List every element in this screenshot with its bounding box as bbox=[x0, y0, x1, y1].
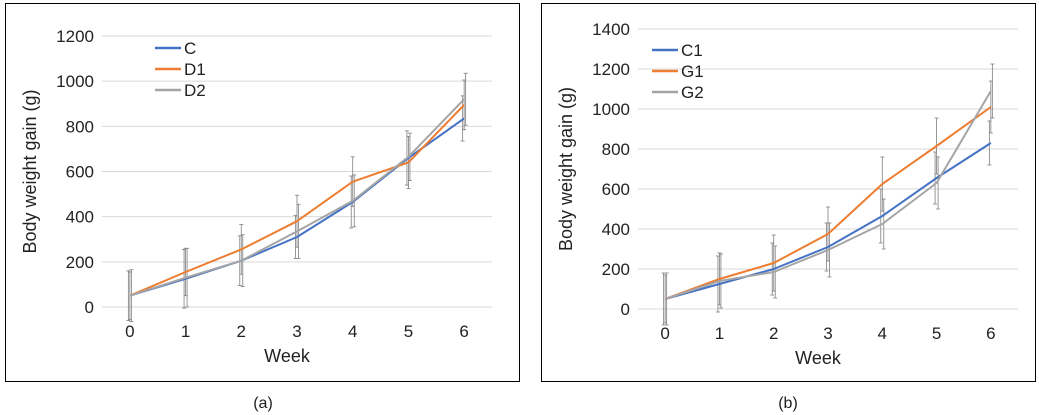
x-tick-label: 3 bbox=[292, 322, 301, 341]
x-tick-label: 1 bbox=[715, 324, 724, 343]
x-tick-label: 6 bbox=[459, 322, 468, 341]
legend-label: G2 bbox=[681, 83, 704, 102]
x-tick-label: 2 bbox=[237, 322, 246, 341]
series-line-g1 bbox=[664, 106, 992, 300]
x-axis-label: Week bbox=[795, 348, 842, 368]
chart-frame bbox=[541, 3, 1036, 382]
y-tick-label: 1000 bbox=[56, 72, 94, 91]
y-tick-label: 1200 bbox=[592, 60, 630, 79]
series-line-c1 bbox=[664, 142, 992, 300]
x-tick-label: 4 bbox=[348, 322, 357, 341]
y-tick-label: 1400 bbox=[592, 20, 630, 39]
x-tick-label: 3 bbox=[823, 324, 832, 343]
chart-b: 0 200 400 600 800 1000 1200 1400 0 1 2 3 4 5 6 Week Body… bbox=[541, 3, 1036, 382]
legend-label: G1 bbox=[681, 62, 704, 81]
legend: C D1 D2 bbox=[155, 39, 206, 100]
y-tick-label: 600 bbox=[602, 180, 630, 199]
x-tick-label: 5 bbox=[404, 322, 413, 341]
y-tick-label: 0 bbox=[621, 300, 630, 319]
y-tick-label: 0 bbox=[85, 298, 94, 317]
y-tick-label: 400 bbox=[602, 220, 630, 239]
x-tick-label: 2 bbox=[769, 324, 778, 343]
y-tick-label: 400 bbox=[66, 208, 94, 227]
caption-b: (b) bbox=[778, 395, 798, 412]
y-tick-label: 1000 bbox=[592, 100, 630, 119]
x-tick-label: 1 bbox=[181, 322, 190, 341]
y-axis-label: Body weight gain (g) bbox=[20, 89, 40, 253]
y-tick-label: 1200 bbox=[56, 27, 94, 46]
chart-frame bbox=[5, 3, 520, 382]
series-line-d1 bbox=[129, 104, 465, 297]
chart-a: 0 200 400 600 800 1000 1200 0 1 2 3 4 5 6 Week Body wei… bbox=[5, 3, 520, 382]
caption-a: (a) bbox=[253, 395, 273, 412]
legend-label: D2 bbox=[184, 81, 206, 100]
series-line-g2 bbox=[664, 90, 992, 300]
y-tick-label: 800 bbox=[602, 140, 630, 159]
y-tick-label: 200 bbox=[602, 260, 630, 279]
x-axis-label: Week bbox=[264, 346, 311, 366]
legend: C1 G1 G2 bbox=[652, 41, 704, 102]
x-tick-label: 6 bbox=[986, 324, 995, 343]
y-tick-label: 600 bbox=[66, 163, 94, 182]
series-line-d2 bbox=[129, 98, 465, 297]
y-axis-label: Body weight gain (g) bbox=[556, 87, 576, 251]
x-tick-label: 0 bbox=[660, 324, 669, 343]
x-tick-label: 5 bbox=[932, 324, 941, 343]
y-tick-label: 200 bbox=[66, 253, 94, 272]
x-tick-label: 0 bbox=[125, 322, 134, 341]
error-bars bbox=[126, 72, 468, 323]
y-tick-label: 800 bbox=[66, 117, 94, 136]
legend-label: D1 bbox=[184, 60, 206, 79]
x-tick-label: 4 bbox=[878, 324, 887, 343]
legend-label: C bbox=[184, 39, 196, 58]
legend-label: C1 bbox=[681, 41, 703, 60]
